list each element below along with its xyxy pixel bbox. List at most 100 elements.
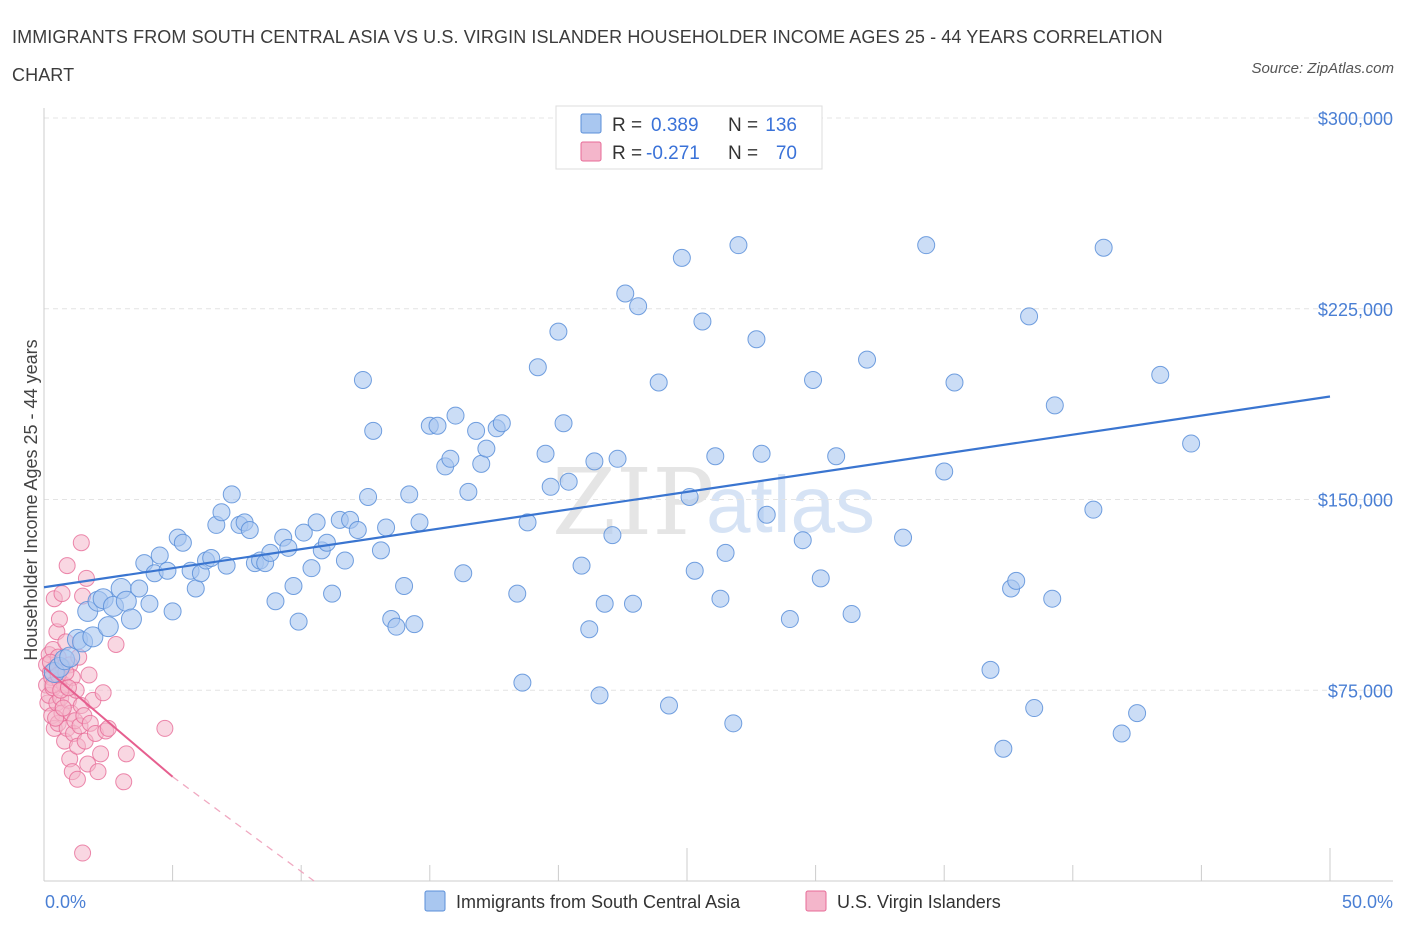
legend-swatch-blue: [580, 113, 602, 134]
blue-point-69: [441, 449, 460, 468]
blue-point-81: [528, 358, 547, 377]
blue-point-112: [793, 531, 812, 550]
blue-point-95: [623, 594, 642, 613]
blue-point-90: [590, 686, 609, 705]
series-legend: Immigrants from South Central Asia U.S. …: [424, 890, 1001, 912]
blue-point-65: [410, 513, 429, 532]
x-tick-marks: [172, 848, 1331, 881]
pink-point-51: [89, 763, 107, 781]
blue-point-10: [97, 616, 119, 638]
blue-point-78: [508, 584, 527, 603]
blue-point-128: [1043, 589, 1062, 608]
blue-point-134: [1151, 365, 1170, 384]
blue-point-114: [811, 569, 830, 588]
blue-point-130: [1084, 500, 1103, 519]
blue-point-43: [284, 576, 303, 595]
blue-point-67: [428, 416, 447, 435]
pink-point-59: [156, 719, 174, 737]
blue-point-110: [757, 505, 776, 524]
blue-point-101: [685, 561, 704, 580]
blue-point-73: [467, 421, 486, 440]
blue-point-104: [711, 589, 730, 608]
trend-lines: [43, 395, 1331, 882]
pink-point-20: [53, 585, 71, 603]
y-tick-label-150000: $150,000: [1318, 491, 1393, 511]
pink-point-67: [54, 699, 72, 717]
blue-point-116: [842, 604, 861, 623]
blue-point-35: [240, 521, 259, 540]
blue-point-58: [371, 541, 390, 560]
blue-point-79: [513, 673, 532, 692]
y-tick-label-225000: $225,000: [1318, 300, 1393, 320]
blue-point-62: [395, 576, 414, 595]
blue-point-131: [1094, 238, 1113, 257]
legend-r-value-pink: -0.271: [646, 143, 700, 164]
blue-point-32: [222, 485, 241, 504]
legend-r-label-pink: R =: [612, 143, 642, 164]
watermark-atlas: atlas: [706, 460, 875, 549]
blue-point-125: [1007, 571, 1026, 590]
blue-point-92: [603, 526, 622, 545]
pink-point-60: [72, 534, 90, 552]
blue-point-103: [706, 447, 725, 466]
blue-point-121: [945, 373, 964, 392]
blue-point-119: [917, 236, 936, 255]
blue-point-63: [400, 485, 419, 504]
pink-point-57: [115, 773, 133, 791]
blue-point-88: [580, 620, 599, 639]
blue-point-106: [724, 714, 743, 733]
blue-point-113: [804, 370, 823, 389]
blue-point-132: [1112, 724, 1131, 743]
blue-point-94: [616, 284, 635, 303]
series-legend-swatch-blue: [424, 890, 446, 912]
blue-point-54: [348, 521, 367, 540]
blue-point-49: [317, 533, 336, 552]
blue-point-89: [585, 452, 604, 471]
blue-point-107: [729, 236, 748, 255]
series-legend-label-blue: Immigrants from South Central Asia: [456, 892, 741, 912]
blue-point-85: [554, 414, 573, 433]
blue-point-45: [294, 523, 313, 542]
blue-point-23: [173, 533, 192, 552]
blue-point-57: [364, 421, 383, 440]
blue-point-126: [1020, 307, 1039, 326]
blue-point-3: [59, 646, 81, 668]
blue-point-47: [307, 513, 326, 532]
y-tick-labels: $75,000 $150,000 $225,000 $300,000: [1318, 109, 1393, 701]
blue-point-120: [935, 462, 954, 481]
legend-r-value-blue: 0.389: [651, 115, 699, 136]
blue-point-93: [608, 449, 627, 468]
pink-point-43: [74, 844, 92, 862]
y-tick-label-75000: $75,000: [1328, 681, 1393, 701]
legend-r-label-blue: R =: [612, 115, 642, 136]
blue-point-15: [130, 579, 149, 598]
blue-point-129: [1045, 396, 1064, 415]
pink-point-56: [107, 635, 125, 653]
blue-point-82: [536, 444, 555, 463]
blue-point-117: [858, 350, 877, 369]
chart-source: Source: ZipAtlas.com: [1251, 60, 1394, 77]
blue-point-40: [266, 592, 285, 611]
blue-point-46: [302, 559, 321, 578]
blue-point-75: [477, 439, 496, 458]
pink-point-52: [92, 745, 110, 763]
blue-point-91: [595, 594, 614, 613]
blue-point-17: [140, 594, 159, 613]
y-tick-label-300000: $300,000: [1318, 109, 1393, 129]
blue-point-86: [559, 472, 578, 491]
blue-point-50: [323, 584, 342, 603]
blue-point-105: [716, 543, 735, 562]
pink-trend-extension: [172, 776, 315, 882]
pink-point-58: [117, 745, 135, 763]
blue-point-111: [780, 610, 799, 629]
blue-point-123: [994, 739, 1013, 758]
blue-point-109: [752, 444, 771, 463]
blue-point-127: [1025, 699, 1044, 718]
blue-point-30: [212, 503, 231, 522]
blue-point-135: [1182, 434, 1201, 453]
blue-point-74: [472, 454, 491, 473]
blue-point-56: [359, 487, 378, 506]
chart-title: IMMIGRANTS FROM SOUTH CENTRAL ASIA VS U.…: [12, 27, 1163, 85]
x-tick-label-max: 50.0%: [1342, 892, 1393, 912]
